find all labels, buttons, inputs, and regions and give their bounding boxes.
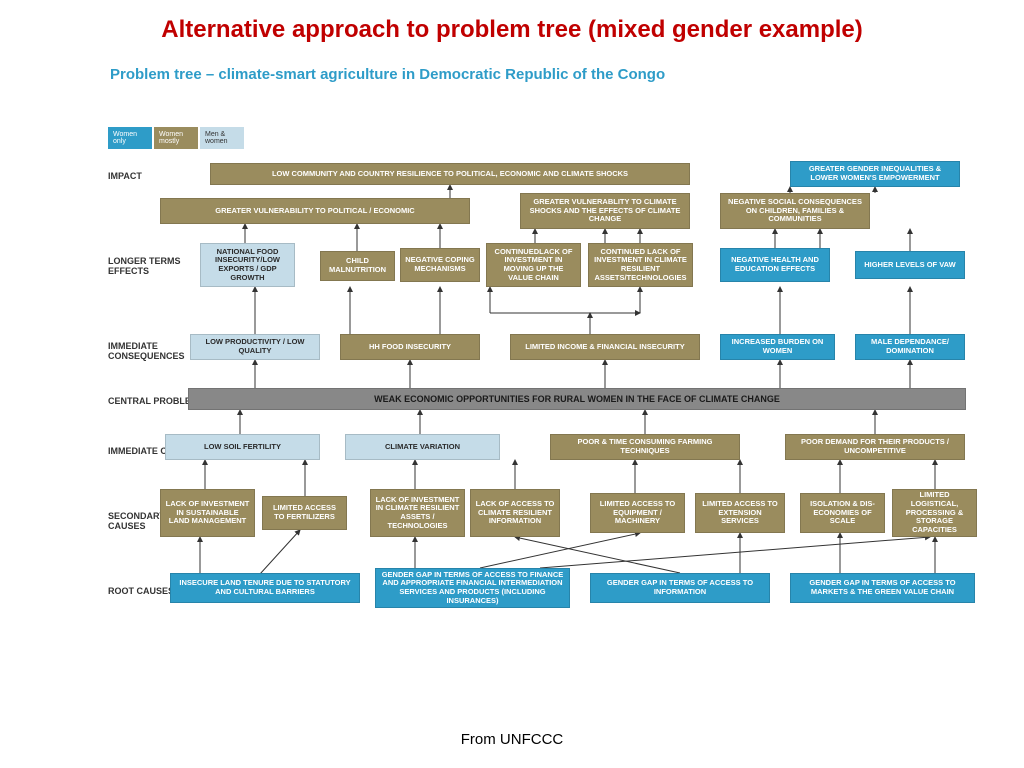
node-sc3: LACK OF INVESTMENT IN CLIMATE RESILIENT … — [370, 489, 465, 537]
node-imp1: LOW COMMUNITY AND COUNTRY RESILIENCE TO … — [210, 163, 690, 185]
legend-item: Women only — [108, 127, 152, 149]
legend-item: Men & women — [200, 127, 244, 149]
node-rc2: GENDER GAP IN TERMS OF ACCESS TO FINANCE… — [375, 568, 570, 608]
node-lte6: NEGATIVE HEALTH AND EDUCATION EFFECTS — [720, 248, 830, 282]
node-ic3: LIMITED INCOME & FINANCIAL INSECURITY — [510, 334, 700, 360]
row-label: LONGER TERMS EFFECTS — [108, 256, 203, 276]
node-rc4: GENDER GAP IN TERMS OF ACCESS TO MARKETS… — [790, 573, 975, 603]
node-sc4: LACK OF ACCESS TO CLIMATE RESILIENT INFO… — [470, 489, 560, 537]
node-ic1: LOW PRODUCTIVITY / LOW QUALITY — [190, 334, 320, 360]
node-lte2: CHILD MALNUTRITION — [320, 251, 395, 281]
row-label: IMPACT — [108, 171, 203, 181]
node-cz3: POOR & TIME CONSUMING FARMING TECHNIQUES — [550, 434, 740, 460]
node-sc1: LACK OF INVESTMENT IN SUSTAINABLE LAND M… — [160, 489, 255, 537]
node-ic5: MALE DEPENDANCE/ DOMINATION — [855, 334, 965, 360]
node-imp2: GREATER GENDER INEQUALITIES & LOWER WOME… — [790, 161, 960, 187]
node-rc1: INSECURE LAND TENURE DUE TO STATUTORY AN… — [170, 573, 360, 603]
node-sc5: LIMITED ACCESS TO EQUIPMENT / MACHINERY — [590, 493, 685, 533]
node-ic4: INCREASED BURDEN ON WOMEN — [720, 334, 835, 360]
sub-title: Problem tree – climate-smart agriculture… — [0, 48, 1024, 91]
node-sc7: ISOLATION & DIS-ECONOMIES OF SCALE — [800, 493, 885, 533]
node-lte1: NATIONAL FOOD INSECURITY/LOW EXPORTS / G… — [200, 243, 295, 287]
node-sc6: LIMITED ACCESS TO EXTENSION SERVICES — [695, 493, 785, 533]
node-lt0: GREATER VULNERABILITY TO POLITICAL / ECO… — [160, 198, 470, 224]
source-attribution: From UNFCCC — [0, 731, 1024, 748]
node-lte4: CONTINUEDLACK OF INVESTMENT IN MOVING UP… — [486, 243, 581, 287]
node-ic2: HH FOOD INSECURITY — [340, 334, 480, 360]
node-rc3: GENDER GAP IN TERMS OF ACCESS TO INFORMA… — [590, 573, 770, 603]
row-label: IMMEDIATE CONSEQUENCES — [108, 341, 203, 361]
legend-item: Women mostly — [154, 127, 198, 149]
node-cz1: LOW SOIL FERTILITY — [165, 434, 320, 460]
node-cp: WEAK ECONOMIC OPPORTUNITIES FOR RURAL WO… — [188, 388, 966, 410]
node-lte7: HIGHER LEVELS OF VAW — [855, 251, 965, 279]
node-lt1: GREATER VULNERABLITY TO CLIMATE SHOCKS A… — [520, 193, 690, 229]
node-sc2: LIMITED ACCESS TO FERTILIZERS — [262, 496, 347, 530]
node-lt2: NEGATIVE SOCIAL CONSEQUENCES ON CHILDREN… — [720, 193, 870, 229]
node-lte5: CONTINUED LACK OF INVESTMENT IN CLIMATE … — [588, 243, 693, 287]
main-title: Alternative approach to problem tree (mi… — [0, 0, 1024, 48]
node-cz4: POOR DEMAND FOR THEIR PRODUCTS / UNCOMPE… — [785, 434, 965, 460]
node-sc8: LIMITED LOGISTICAL, PROCESSING & STORAGE… — [892, 489, 977, 537]
node-cz2: CLIMATE VARIATION — [345, 434, 500, 460]
node-lte3: NEGATIVE COPING MECHANISMS — [400, 248, 480, 282]
problem-tree-diagram: Women onlyWomen mostlyMen & women IMPACT L… — [0, 91, 1024, 691]
